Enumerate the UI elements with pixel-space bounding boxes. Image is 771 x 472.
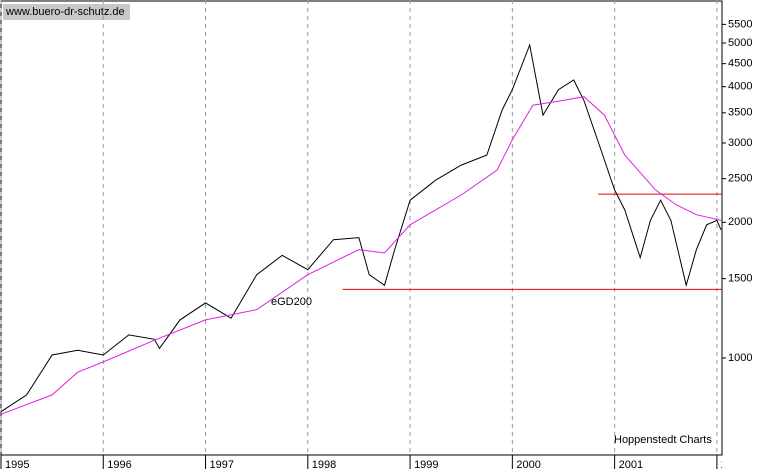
x-tick-label: 1999 bbox=[414, 459, 438, 471]
x-tick-label: 2002 bbox=[721, 459, 745, 471]
y-tick-label: 1500 bbox=[728, 273, 752, 285]
x-tick-label: 2001 bbox=[619, 459, 643, 471]
series-label: eGD200 bbox=[271, 296, 312, 308]
x-tick-label: 1995 bbox=[5, 459, 29, 471]
plot-frame bbox=[0, 0, 723, 456]
series-line bbox=[0, 43, 722, 413]
source-label: www.buero-dr-schutz.de bbox=[5, 6, 125, 18]
y-tick-label: 4500 bbox=[728, 58, 752, 70]
y-tick-label: 2000 bbox=[728, 216, 752, 228]
y-tick-label: 3000 bbox=[728, 137, 752, 149]
y-tick-label: 3500 bbox=[728, 107, 752, 119]
credit-label: Hoppenstedt Charts bbox=[614, 434, 712, 446]
x-tick-label: 2000 bbox=[516, 459, 540, 471]
source-box bbox=[3, 4, 130, 20]
y-tick-label: 5000 bbox=[728, 37, 752, 49]
x-tick-label: 1997 bbox=[210, 459, 234, 471]
x-tick-label: 1996 bbox=[107, 459, 131, 471]
y-tick-label: 4000 bbox=[728, 81, 752, 93]
x-tick-label: 1998 bbox=[312, 459, 336, 471]
y-tick-label: 2500 bbox=[728, 173, 752, 185]
y-tick-label: 5500 bbox=[728, 18, 752, 30]
y-tick-label: 1000 bbox=[728, 352, 752, 364]
series-line bbox=[0, 96, 722, 415]
